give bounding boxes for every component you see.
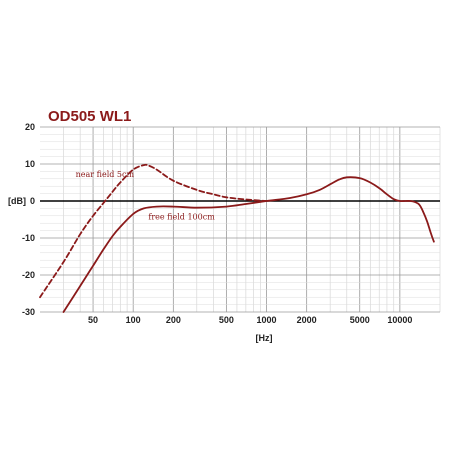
chart-title: OD505 WL1 [48, 108, 131, 125]
x-tick-label: 10000 [387, 315, 412, 325]
x-tick-label: 200 [166, 315, 181, 325]
series-lines [39, 163, 435, 313]
x-tick-label: 50 [88, 315, 98, 325]
x-tick-label: 2000 [297, 315, 317, 325]
y-tick-labels: 20 10 0 -10 -20 -30 [22, 122, 35, 317]
annotations: near field 5cm free field 100cm [76, 170, 216, 222]
y-tick-label: 20 [25, 122, 35, 132]
y-axis-label: [dB] [8, 196, 26, 206]
grid [40, 126, 441, 313]
near-field-annotation: near field 5cm [76, 170, 135, 179]
x-axis-label: [Hz] [256, 333, 273, 343]
x-tick-label: 5000 [350, 315, 370, 325]
free-field-series-line [62, 176, 435, 313]
y-tick-label: -30 [22, 307, 35, 317]
x-tick-label: 100 [126, 315, 141, 325]
x-tick-labels: 50 100 200 500 1000 2000 5000 10000 [88, 315, 412, 325]
x-tick-label: 500 [219, 315, 234, 325]
x-tick-label: 1000 [257, 315, 277, 325]
y-tick-label: -10 [22, 233, 35, 243]
near-field-series-line [39, 163, 268, 299]
y-tick-label: 10 [25, 159, 35, 169]
y-tick-label: 0 [30, 196, 35, 206]
y-tick-label: -20 [22, 270, 35, 280]
free-field-annotation: free field 100cm [148, 213, 215, 222]
